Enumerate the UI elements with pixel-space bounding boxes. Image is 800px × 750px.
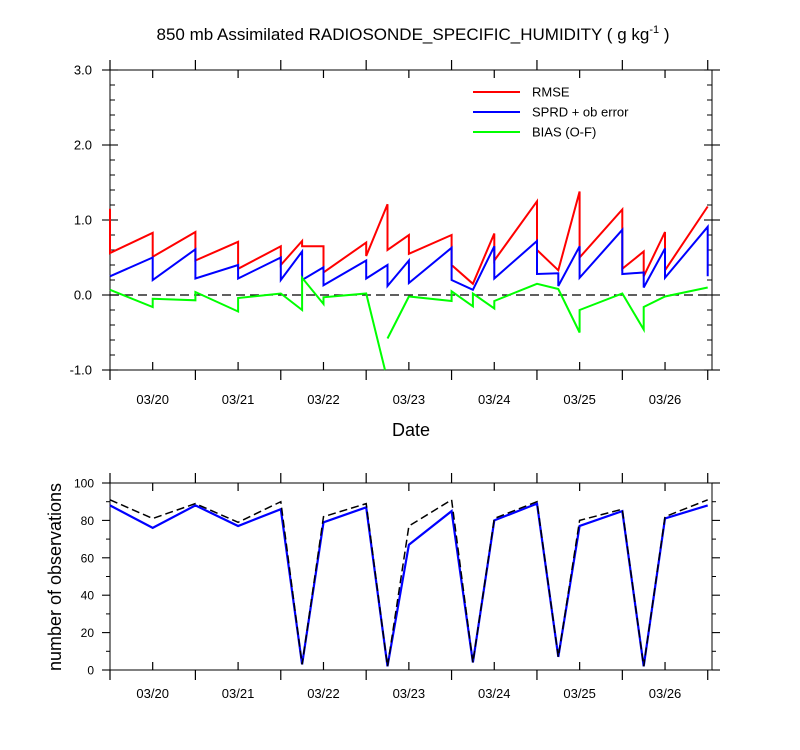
top-y-tick-label: -1.0 [70,363,92,378]
top-x-tick-label: 03/24 [478,392,511,407]
series-line-rmse [109,191,709,286]
top-ticks: 03/20 03/21 03/22 03/23 03/24 03/25 03/26 -1.0 0… [70,60,720,407]
top-x-tick-label: 03/22 [307,392,340,407]
bottom-x-tick-label: 03/21 [222,686,255,701]
chart-title-main: 850 mb Assimilated RADIOSONDE_SPECIFIC_H… [157,25,650,44]
bottom-y-tick-label: 20 [81,626,95,640]
top-x-tick-label: 03/23 [393,392,426,407]
series-line-assimilated [109,502,709,667]
legend-label-rmse: RMSE [532,85,570,100]
bottom-y-tick-label: 80 [81,514,95,528]
top-series [109,191,709,371]
top-x-tick-label: 03/20 [136,392,169,407]
legend: RMSE SPRD + ob error BIAS (O-F) [473,85,629,140]
series-line-sprd-ob-error [109,224,709,292]
bottom-x-tick-label: 03/23 [393,686,426,701]
bottom-y-tick-label: 0 [87,664,94,678]
series-line-bias-o-f [386,282,708,339]
bottom-x-tick-label: 03/22 [307,686,340,701]
bottom-x-tick-label: 03/24 [478,686,511,701]
top-chart: 850 mb Assimilated RADIOSONDE_SPECIFIC_H… [70,24,720,440]
bottom-y-tick-label: 40 [81,589,95,603]
legend-label-sprd-ob-error: SPRD + ob error [532,105,629,120]
top-y-tick-label: 2.0 [74,138,92,153]
top-x-tick-label: 03/25 [563,392,596,407]
bottom-series [109,498,709,667]
series-line-total [109,498,708,667]
series-line-bias-o-f [109,274,386,371]
bottom-ticks: 03/20 03/21 03/22 03/23 03/24 03/25 03/26 0 20 40… [74,473,720,701]
bottom-y-tick-label: 100 [74,477,94,491]
top-y-tick-label: 0.0 [74,288,92,303]
top-y-tick-label: 1.0 [74,213,92,228]
top-y-tick-label: 3.0 [74,63,92,78]
top-x-tick-label: 03/26 [649,392,682,407]
bottom-y-tick-label: 60 [81,551,95,565]
chart-title: 850 mb Assimilated RADIOSONDE_SPECIFIC_H… [157,24,670,44]
bottom-x-tick-label: 03/20 [136,686,169,701]
x-axis-title: Date [392,420,430,440]
bottom-x-tick-label: 03/25 [563,686,596,701]
y-axis-title: number of observations [45,483,65,671]
legend-label-bias-o-f: BIAS (O-F) [532,125,596,140]
top-x-tick-label: 03/21 [222,392,255,407]
bottom-x-tick-label: 03/26 [649,686,682,701]
chart-title-end: ) [659,25,669,44]
bottom-chart: 03/20 03/21 03/22 03/23 03/24 03/25 03/26 0 20 40… [45,473,720,701]
chart-title-superscript: -1 [649,24,659,36]
